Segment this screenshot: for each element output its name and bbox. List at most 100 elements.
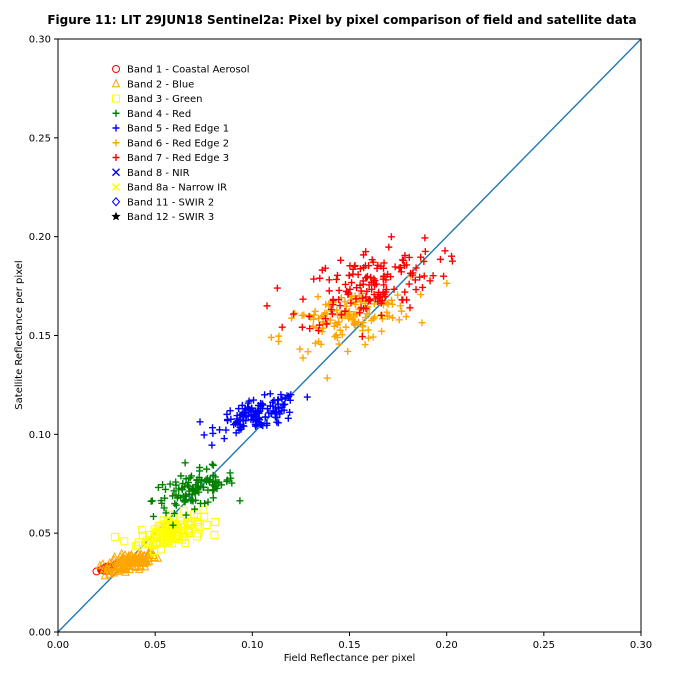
data-point [227,415,235,423]
data-point [426,277,434,285]
data-point [191,505,199,513]
legend-label: Band 11 - SWIR 2 [127,197,214,208]
data-point [117,557,127,567]
data-point [388,300,396,308]
data-point [323,320,331,328]
data-point [352,295,360,303]
data-point [150,552,159,562]
data-point [182,492,190,500]
legend-marker [112,65,120,73]
data-point [316,274,324,282]
data-point [375,288,383,296]
data-point [195,467,203,475]
data-point [177,494,185,502]
data-point [397,268,405,276]
data-point [159,481,167,489]
data-point [288,314,296,322]
data-point [448,257,456,265]
data-point [299,354,307,362]
data-point [412,286,420,294]
legend-label: Band 3 - Green [127,94,202,105]
data-point [140,551,149,560]
data-point [436,255,444,263]
data-point [368,256,376,264]
plot-area [57,38,642,633]
data-point [175,485,183,493]
legend-label: Band 8a - Narrow IR [127,183,227,194]
data-point [303,393,311,401]
data-point [365,334,373,342]
data-point [171,500,179,508]
data-point [318,313,326,321]
data-point [117,557,126,566]
data-point [179,506,188,515]
data-point [201,499,209,507]
data-point [173,528,182,537]
data-point [358,333,366,341]
data-point [401,251,409,259]
data-point [401,288,409,296]
data-point [296,345,304,353]
data-point [213,478,221,486]
data-point [182,511,190,519]
data-point [335,296,343,304]
data-point [335,340,343,348]
data-point [378,297,386,305]
data-point [152,530,161,539]
data-point [341,298,349,306]
legend: Band 1 - Coastal Aerosol Band 2 - Blue Ban… [111,65,250,223]
data-point [399,256,407,264]
data-point [335,286,343,294]
data-point [107,561,117,570]
data-point [187,472,195,480]
data-point [261,413,269,421]
data-point [318,328,326,336]
data-point [360,264,368,272]
legend-marker [112,109,120,117]
data-point [191,487,199,495]
legend-item: Band 1 - Coastal Aerosol [112,65,250,76]
data-point [278,323,286,331]
data-point [251,421,259,429]
data-point [240,422,248,430]
data-point [196,418,204,426]
x-tick-label: 0.15 [338,640,360,651]
data-point [155,521,164,530]
data-point [236,424,244,432]
data-point [179,529,188,538]
data-point [420,272,428,280]
legend-item: Band 8 - NIR [112,168,190,179]
data-point [389,314,397,322]
data-point [341,307,349,315]
series-3 [110,505,220,557]
data-point [286,396,294,404]
data-point [131,561,140,571]
data-point [298,311,306,319]
data-point [182,475,190,483]
data-point [275,337,283,345]
data-point [416,273,424,281]
x-tick-label: 0.00 [47,640,69,651]
legend-marker [112,183,120,191]
data-point [161,494,169,502]
data-point [161,485,169,493]
data-point [345,271,353,279]
data-point [365,309,373,317]
data-point [331,333,339,341]
data-point [199,505,208,514]
y-tick-label: 0.05 [29,529,51,540]
data-point [267,333,275,341]
data-point [291,309,299,317]
data-point [376,292,384,300]
data-point [440,272,448,280]
legend-item: Band 5 - Red Edge 1 [112,124,229,135]
legend-item: Band 8a - Narrow IR [112,183,227,194]
data-point [411,276,419,284]
data-point [421,234,429,242]
data-point [402,313,410,321]
data-point [236,497,244,505]
data-point [274,404,282,412]
data-point [263,421,271,429]
y-tick-label: 0.15 [29,331,51,342]
data-point [418,319,426,327]
